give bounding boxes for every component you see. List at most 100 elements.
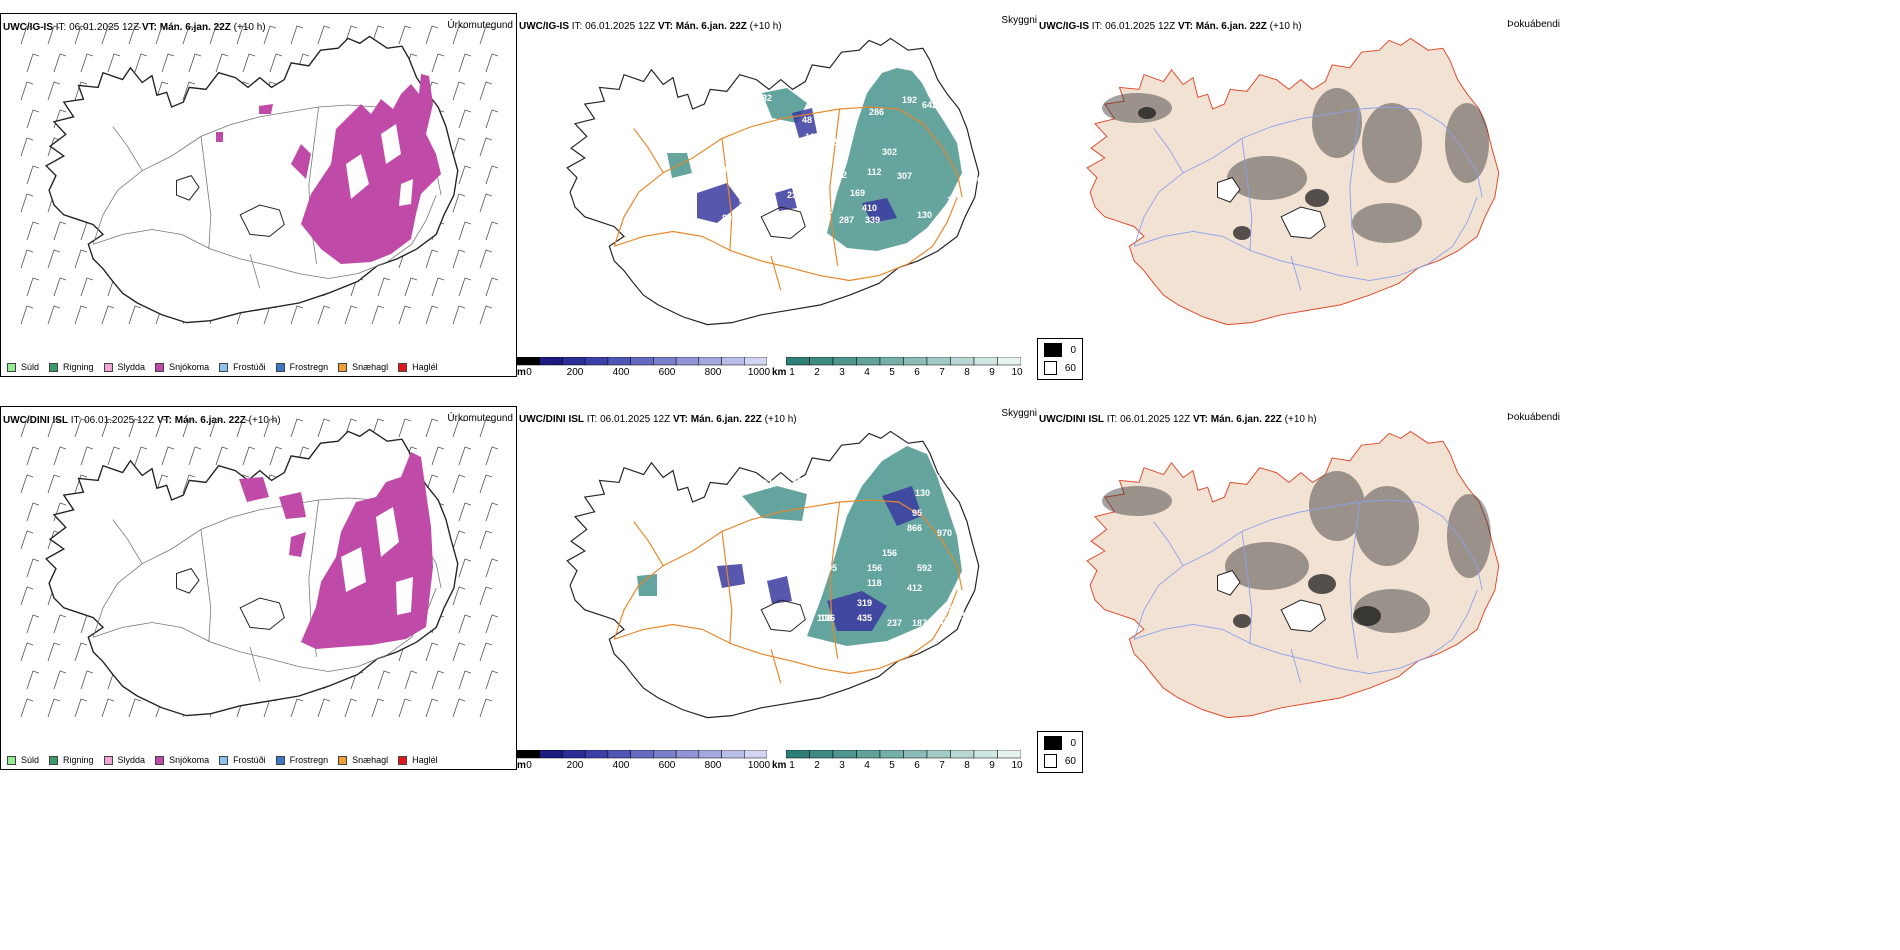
wind-barb (452, 305, 466, 325)
colorbar-tick: 8 (964, 760, 970, 771)
terrain-height-label: 110 (777, 608, 792, 618)
panel-header: UWC/DINI ISL IT: 06.01.2025 12Z VT: Mán.… (3, 415, 281, 426)
wind-barb (290, 305, 304, 325)
terrain-height-label: 93 (739, 197, 749, 207)
colorbar-tick: 6 (914, 760, 920, 771)
terrain-height-label: 187 (912, 618, 927, 628)
colorbar-tick: 7 (939, 760, 945, 771)
wind-barb (269, 446, 283, 466)
wind-barb (452, 25, 466, 45)
terrain-height-label: 96 (972, 175, 982, 185)
precip-legend-item: Frostúði (219, 755, 266, 765)
wind-barb (452, 137, 466, 157)
colorbar-step (516, 356, 540, 366)
colorbar-tick: 3 (839, 760, 845, 771)
wind-barb (20, 642, 34, 662)
wind-barb (404, 670, 418, 690)
wind-barb (479, 81, 493, 101)
terrain-height-label: 866 (907, 523, 922, 533)
wind-barb (74, 698, 88, 718)
terrain-height-label: 87 (742, 110, 752, 120)
wind-barb (155, 25, 169, 45)
wind-barb (26, 670, 40, 690)
colorbar-step (675, 356, 700, 366)
wind-barb (20, 698, 34, 718)
wind-barb (377, 277, 391, 297)
wind-barb (344, 305, 358, 325)
fog-label: 60 (1064, 755, 1076, 767)
colorbar-step (539, 749, 563, 759)
colorbar-step (832, 749, 857, 759)
terrain-height-label: 459 (817, 483, 832, 493)
precip-type-map (20, 418, 499, 718)
terrain-height-label: 412 (907, 583, 922, 593)
fog-map (1086, 37, 1500, 326)
legend-label: Rigning (63, 755, 94, 765)
fog-swatch (1044, 754, 1057, 768)
wind-barb (74, 81, 88, 101)
terrain-height-label: 237 (887, 618, 902, 628)
fog-label: 0 (1070, 737, 1076, 749)
wind-barb (269, 53, 283, 73)
legend-label: Snjókoma (169, 362, 210, 372)
wind-barb (452, 698, 466, 718)
colorbar-tick: 200 (566, 367, 584, 378)
colorbar-step (653, 749, 677, 759)
fog-panel-0: UWC/IG-IS IT: 06.01.2025 12Z VT: Mán. 6.… (1037, 13, 1560, 380)
wind-barb (371, 418, 385, 438)
legend-label: Snjókoma (169, 755, 210, 765)
colorbar-tick: 5 (889, 760, 895, 771)
wind-barb (452, 81, 466, 101)
wind-barb (101, 25, 115, 45)
colorbar-step (721, 356, 745, 366)
wind-barb (236, 25, 250, 45)
panel-header: UWC/IG-IS IT: 06.01.2025 12Z VT: Mán. 6.… (519, 21, 782, 32)
visibility-colorbar: km 1 2 3 4 5 6 7 8 9 10 (772, 356, 1032, 378)
precip-legend-item: Snæhagl (338, 362, 388, 372)
terrain-height-label: 23 (787, 190, 797, 200)
colorbar-tick: 400 (612, 367, 630, 378)
legend-label: Frostúði (233, 362, 266, 372)
legend-swatch (338, 755, 348, 765)
colorbar-tick: 400 (612, 760, 630, 771)
wind-barb (479, 586, 493, 606)
colorbar-step (630, 356, 654, 366)
wind-barb (215, 446, 229, 466)
wind-barb (458, 670, 472, 690)
wind-barb (398, 305, 412, 325)
wind-barb (236, 418, 250, 438)
wind-barb (26, 53, 40, 73)
wind-barb (128, 25, 142, 45)
wind-barb (47, 81, 61, 101)
fog-map (1086, 430, 1500, 719)
terrain-height-label: 970 (937, 528, 952, 538)
wind-barb (20, 25, 34, 45)
legend-swatch (338, 362, 348, 372)
wind-barb (80, 446, 94, 466)
fog-shading (1102, 471, 1491, 633)
wind-barb (161, 53, 175, 73)
panel-title: Þokuábendi (1507, 19, 1560, 30)
wind-barb (344, 418, 358, 438)
terrain-height-label: 132 (757, 93, 772, 103)
legend-label: Frostregn (289, 755, 329, 765)
fog-shading (1102, 88, 1489, 243)
colorbar-step (997, 356, 1022, 366)
wind-barb (53, 614, 67, 634)
colorbar-step (832, 356, 857, 366)
wind-barb (344, 698, 358, 718)
colorbar-step (997, 749, 1022, 759)
wind-barb (53, 221, 67, 241)
wind-barb (425, 249, 439, 269)
wind-barb (74, 474, 88, 494)
wind-barb (317, 25, 331, 45)
colorbar-step (744, 356, 768, 366)
colorbar-step (584, 749, 609, 759)
wind-barb (485, 614, 499, 634)
terrain-height-label: 592 (917, 563, 932, 573)
wind-barb (47, 642, 61, 662)
terrain-height-label: 587 (847, 70, 862, 80)
terrain-height-label: 47 (812, 155, 822, 165)
fog-swatch (1044, 736, 1063, 750)
colorbar-step (903, 749, 928, 759)
